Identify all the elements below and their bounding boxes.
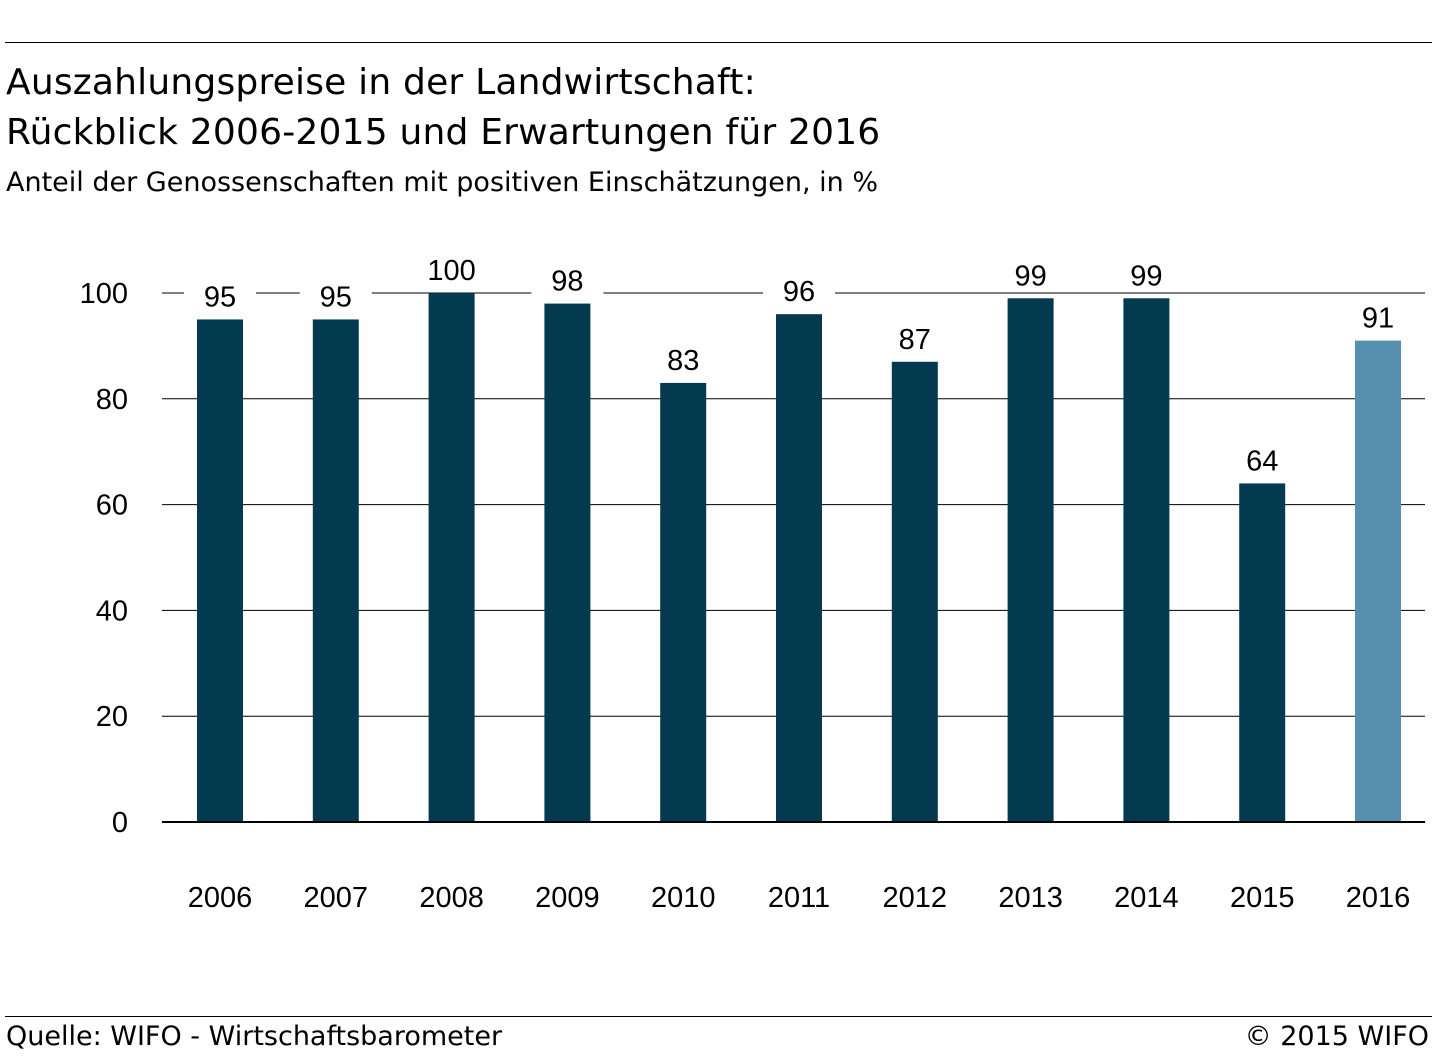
data-label-2006: 95 xyxy=(204,281,236,313)
x-tick-label-2011: 2011 xyxy=(768,882,830,914)
data-label-2013: 99 xyxy=(1014,260,1046,292)
data-label-2008: 100 xyxy=(427,255,475,287)
bar-2011 xyxy=(776,314,822,822)
copyright-note: © 2015 WIFO xyxy=(1244,1021,1429,1052)
bar-2008 xyxy=(428,293,475,822)
y-tick-label-60: 60 xyxy=(96,490,128,522)
bar-2007 xyxy=(312,319,359,822)
bottom-rule xyxy=(5,1016,1432,1017)
x-tick-label-2013: 2013 xyxy=(998,882,1063,914)
x-tick-label-2007: 2007 xyxy=(304,882,369,914)
x-tick-label-2016: 2016 xyxy=(1346,882,1411,914)
bar-2010 xyxy=(660,382,707,822)
bar-2014 xyxy=(1123,298,1170,822)
x-tick-label-2008: 2008 xyxy=(419,882,484,914)
y-tick-label-0: 0 xyxy=(112,807,128,839)
x-tick-label-2006: 2006 xyxy=(188,882,253,914)
y-tick-label-40: 40 xyxy=(96,595,128,627)
bar-2013 xyxy=(1007,298,1054,822)
x-tick-label-2010: 2010 xyxy=(651,882,716,914)
source-note: Quelle: WIFO - Wirtschaftsbarometer xyxy=(6,1021,503,1052)
data-label-2009: 98 xyxy=(551,266,583,298)
data-label-2015: 64 xyxy=(1246,445,1278,477)
data-label-2014: 99 xyxy=(1130,260,1162,292)
chart-subtitle: Anteil der Genossenschaften mit positive… xyxy=(6,167,878,198)
x-tick-label-2012: 2012 xyxy=(883,882,948,914)
x-tick-label-2009: 2009 xyxy=(535,882,600,914)
bar-2016 xyxy=(1355,340,1401,822)
data-label-2010: 83 xyxy=(667,345,699,377)
y-tick-label-20: 20 xyxy=(96,701,128,733)
bar-2012 xyxy=(891,361,938,822)
bar-2009 xyxy=(544,303,591,823)
x-tick-label-2014: 2014 xyxy=(1114,882,1179,914)
data-label-2011: 96 xyxy=(783,276,815,308)
y-tick-label-80: 80 xyxy=(96,384,128,416)
x-tick-label-2015: 2015 xyxy=(1230,882,1295,914)
bar-chart: 0 20 40 60 80 100 95 95 100 98 83 96 87 99 99 64 91 2006 2… xyxy=(80,255,1425,914)
y-tick-label-100: 100 xyxy=(80,278,128,310)
top-rule xyxy=(5,42,1432,43)
chart-title-line1: Auszahlungspreise in der Landwirtschaft: xyxy=(6,62,756,103)
data-label-2012: 87 xyxy=(899,324,931,356)
data-label-2016: 91 xyxy=(1362,303,1394,335)
chart-title-line2: Rückblick 2006-2015 und Erwartungen für … xyxy=(6,112,881,153)
data-label-2007: 95 xyxy=(320,281,352,313)
bar-2006 xyxy=(197,319,243,822)
bar-2015 xyxy=(1239,483,1286,822)
